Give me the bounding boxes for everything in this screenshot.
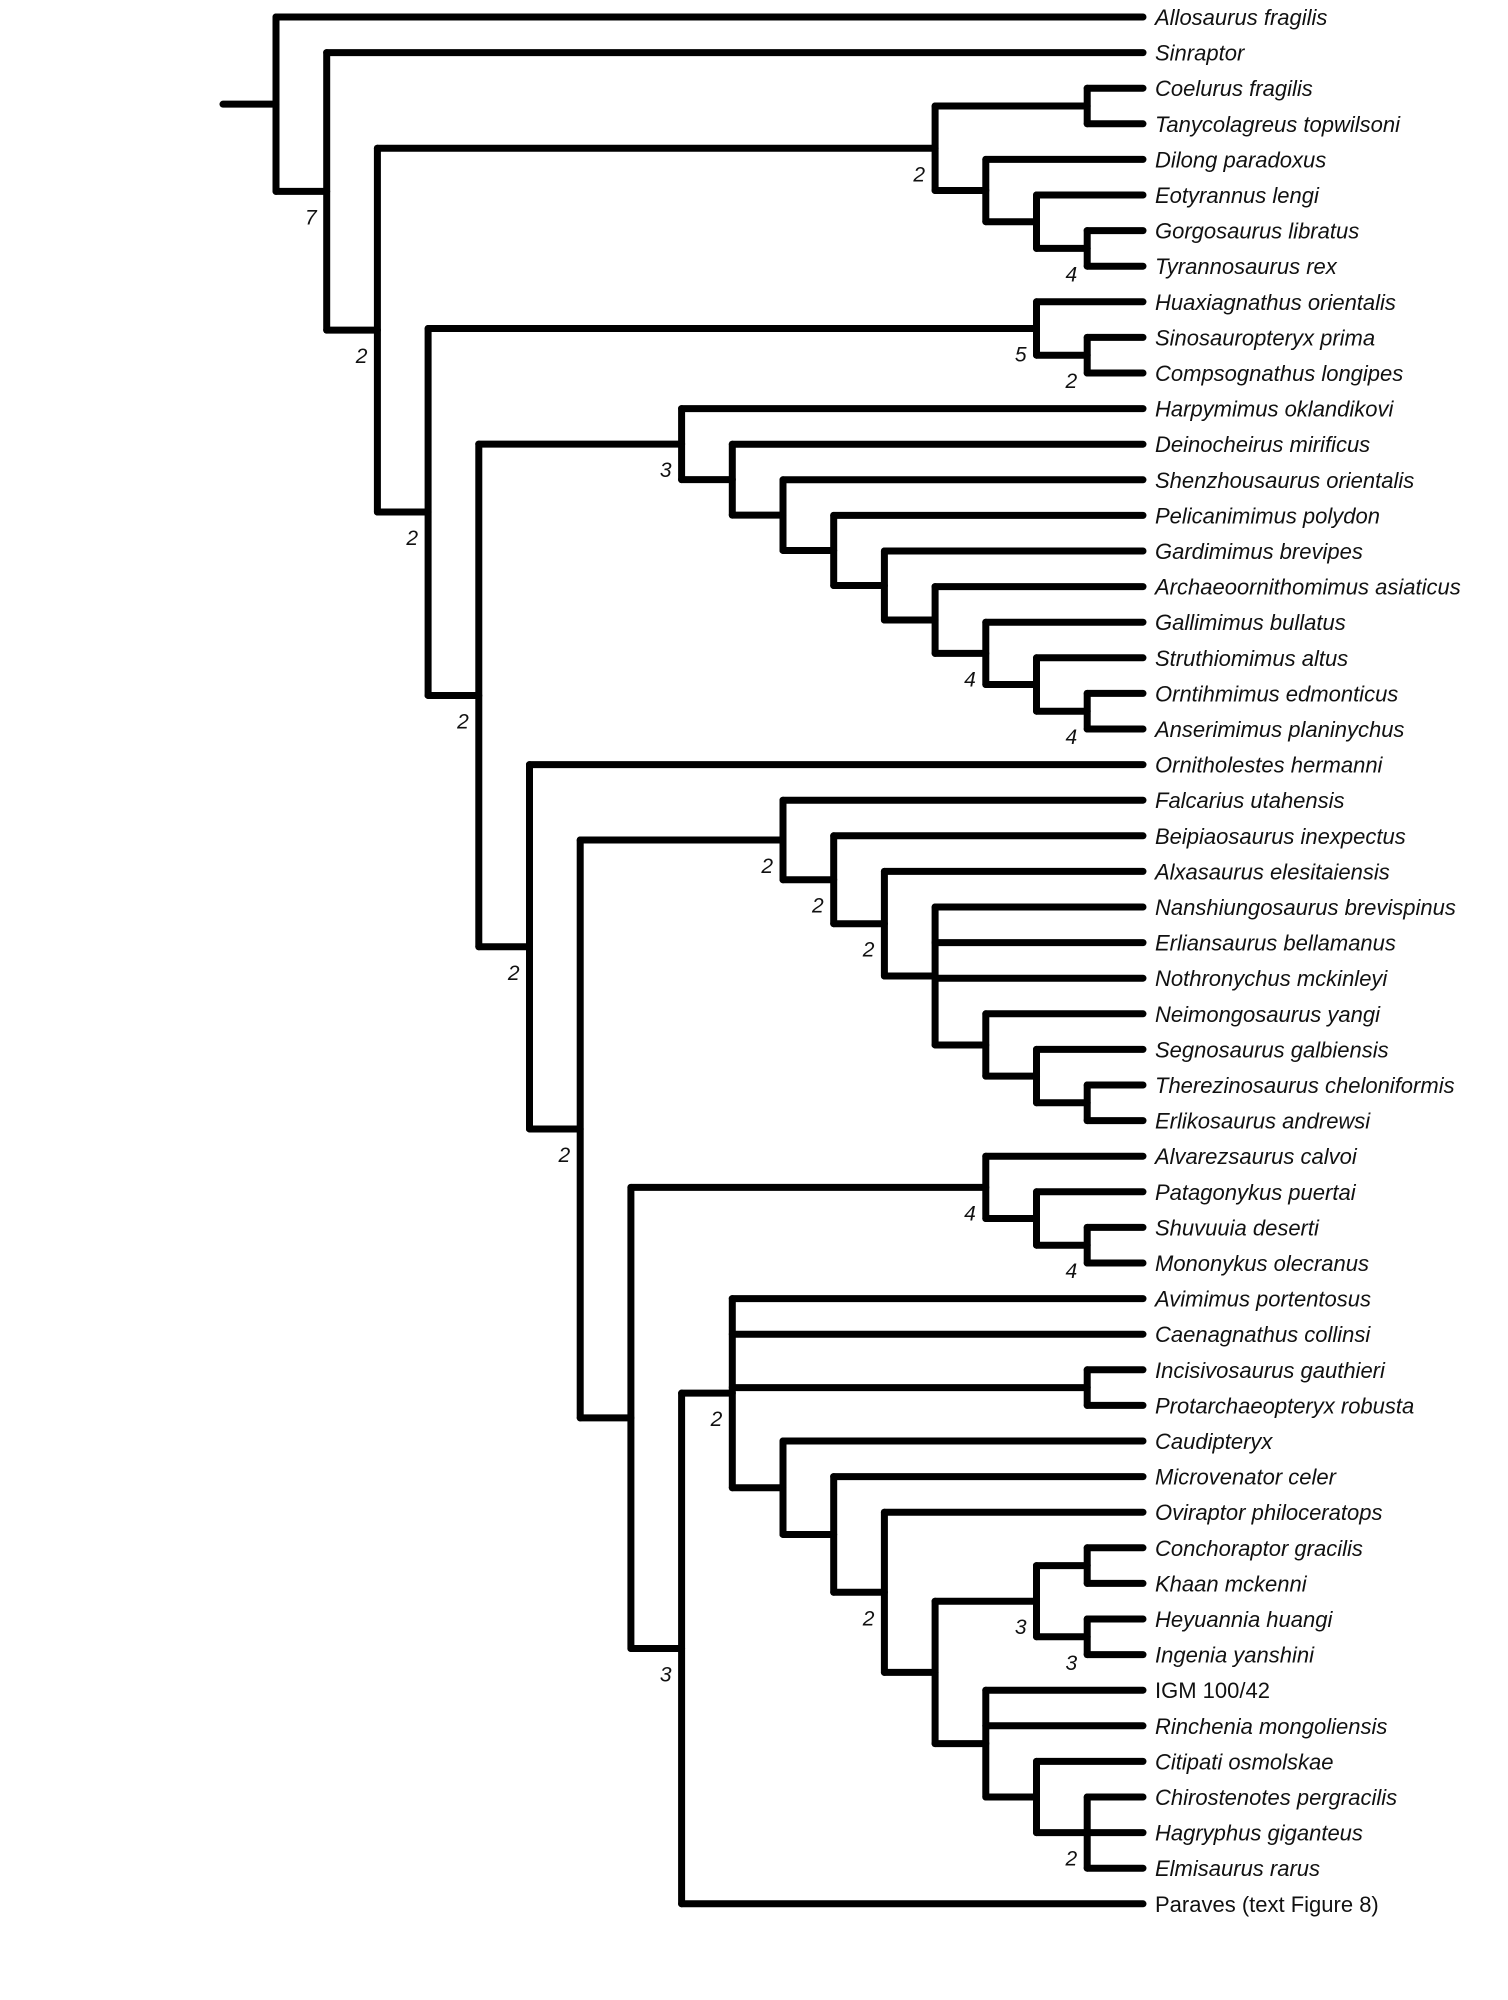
taxon-label-pelicanimimus-polydon: Pelicanimimus polydon [1155,503,1380,528]
taxon-label-anserimimus-planinychus: Anserimimus planinychus [1153,717,1404,742]
taxon-label-nothronychus-mckinleyi: Nothronychus mckinleyi [1155,966,1388,991]
support-value: 5 [1015,344,1027,367]
taxon-label-sinosauropteryx-prima: Sinosauropteryx prima [1155,325,1375,350]
support-value: 3 [1015,1616,1027,1639]
taxon-label-segnosaurus-galbiensis: Segnosaurus galbiensis [1155,1037,1389,1062]
taxon-labels-layer: Allosaurus fragilis Sinraptor Coelurus fra… [1153,5,1461,1917]
taxon-label-neimongosaurus-yangi: Neimongosaurus yangi [1155,1002,1381,1027]
taxon-label-citipati-osmolskae: Citipati osmolskae [1155,1749,1334,1774]
taxon-label-shuvuuia-deserti: Shuvuuia deserti [1155,1215,1320,1240]
taxon-label-elmisaurus-rarus: Elmisaurus rarus [1155,1856,1320,1881]
branches-layer [219,13,1147,1908]
support-value: 2 [811,895,824,918]
support-value: 3 [660,459,672,482]
support-value: 2 [760,855,773,878]
support-value: 4 [1066,263,1078,286]
taxon-label-therezinosaurus-cheloniformis: Therezinosaurus cheloniformis [1155,1073,1455,1098]
support-value: 4 [1066,1260,1078,1283]
support-value: 2 [862,939,875,962]
support-value: 2 [507,962,520,985]
taxon-label-compsognathus-longipes: Compsognathus longipes [1155,361,1403,386]
support-values-layer: 4 2 2 5 4 4 3 2 2 2 4 4 3 3 2 2 2 3 2 2 2 2 2 7 [305,163,1077,1870]
support-value: 2 [355,345,368,368]
taxon-label-caenagnathus-collinsi: Caenagnathus collinsi [1155,1322,1371,1347]
taxon-label-tyrannosaurus-rex: Tyrannosaurus rex [1155,254,1338,279]
support-value: 3 [1066,1652,1078,1675]
support-value: 2 [710,1408,723,1431]
support-value: 4 [964,1202,976,1225]
taxon-label-gorgosaurus-libratus: Gorgosaurus libratus [1155,219,1359,244]
taxon-label-microvenator-celer: Microvenator celer [1155,1465,1338,1490]
taxon-label-protarchaeopteryx-robusta: Protarchaeopteryx robusta [1155,1393,1414,1418]
support-value: 2 [405,527,418,550]
support-value: 4 [1066,726,1078,749]
taxon-label-ingenia-yanshini: Ingenia yanshini [1155,1643,1315,1668]
taxon-label-oviraptor-philoceratops: Oviraptor philoceratops [1155,1500,1382,1525]
taxon-label-gardimimus-brevipes: Gardimimus brevipes [1155,539,1363,564]
taxon-label-allosaurus-fragilis: Allosaurus fragilis [1153,5,1327,30]
taxon-label-heyuannia-huangi: Heyuannia huangi [1155,1607,1333,1632]
taxon-label-gallimimus-bullatus: Gallimimus bullatus [1155,610,1346,635]
support-value: 7 [305,206,318,229]
taxon-label-erliansaurus-bellamanus: Erliansaurus bellamanus [1155,931,1396,956]
taxon-label-caudipteryx: Caudipteryx [1155,1429,1273,1454]
support-value: 2 [912,163,925,186]
taxon-label-alxasaurus-elesitaiensis: Alxasaurus elesitaiensis [1153,859,1390,884]
taxon-label-beipiaosaurus-inexpectus: Beipiaosaurus inexpectus [1155,824,1406,849]
taxon-label-huaxiagnathus-orientalis: Huaxiagnathus orientalis [1155,290,1396,315]
taxon-label-chirostenotes-pergracilis: Chirostenotes pergracilis [1155,1785,1397,1810]
taxon-label-sinraptor: Sinraptor [1155,41,1246,66]
taxon-label-hagryphus-giganteus: Hagryphus giganteus [1155,1821,1363,1846]
taxon-label-ornitholestes-hermanni: Ornitholestes hermanni [1155,753,1384,778]
support-value: 2 [1065,370,1078,393]
taxon-label-alvarezsaurus-calvoi: Alvarezsaurus calvoi [1153,1144,1358,1169]
taxon-label-shenzhousaurus-orientalis: Shenzhousaurus orientalis [1155,468,1414,493]
taxon-label-patagonykus-puertai: Patagonykus puertai [1155,1180,1357,1205]
taxon-label-falcarius-utahensis: Falcarius utahensis [1155,788,1345,813]
taxon-label-harpymimus-oklandikovi: Harpymimus oklandikovi [1155,397,1395,422]
support-value: 2 [862,1607,875,1630]
taxon-label-paraves-text-figure-8: Paraves (text Figure 8) [1155,1892,1379,1917]
taxon-label-tanycolagreus-topwilsoni: Tanycolagreus topwilsoni [1155,112,1401,137]
taxon-label-khaan-mckenni: Khaan mckenni [1155,1571,1308,1596]
support-value: 3 [660,1663,672,1686]
taxon-label-erlikosaurus-andrewsi: Erlikosaurus andrewsi [1155,1109,1371,1134]
taxon-label-coelurus-fragilis: Coelurus fragilis [1155,76,1313,101]
taxon-label-orntihmimus-edmonticus: Orntihmimus edmonticus [1155,681,1398,706]
taxon-label-archaeoornithomimus-asiaticus: Archaeoornithomimus asiaticus [1153,575,1461,600]
taxon-label-nanshiungosaurus-brevispinus: Nanshiungosaurus brevispinus [1155,895,1456,920]
taxon-label-eotyrannus-lengi: Eotyrannus lengi [1155,183,1320,208]
taxon-label-conchoraptor-gracilis: Conchoraptor gracilis [1155,1536,1363,1561]
taxon-label-deinocheirus-mirificus: Deinocheirus mirificus [1155,432,1370,457]
support-value: 4 [964,668,976,691]
taxon-label-incisivosaurus-gauthieri: Incisivosaurus gauthieri [1155,1358,1386,1383]
taxon-label-rinchenia-mongoliensis: Rinchenia mongoliensis [1155,1714,1387,1739]
taxon-label-struthiomimus-altus: Struthiomimus altus [1155,646,1348,671]
support-value: 2 [558,1144,571,1167]
support-value: 2 [1065,1848,1078,1871]
support-value: 2 [456,710,469,733]
taxon-label-dilong-paradoxus: Dilong paradoxus [1155,147,1326,172]
taxon-label-mononykus-olecranus: Mononykus olecranus [1155,1251,1369,1276]
taxon-label-avimimus-portentosus: Avimimus portentosus [1153,1287,1371,1312]
taxon-label-igm-100-42: IGM 100/42 [1155,1678,1270,1703]
